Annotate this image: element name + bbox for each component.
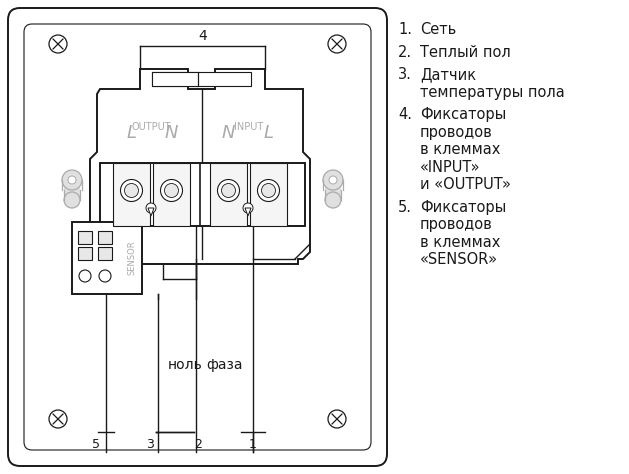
Text: INPUT: INPUT [234, 122, 263, 132]
Bar [64, 180, 80, 200]
Circle shape [49, 410, 67, 428]
Text: и «OUTPUT»: и «OUTPUT» [420, 177, 511, 192]
Bar [152, 72, 251, 86]
Text: Фиксаторы: Фиксаторы [420, 107, 506, 122]
Circle shape [49, 35, 67, 53]
Circle shape [68, 176, 76, 184]
Text: N: N [165, 124, 178, 142]
Bar [100, 163, 305, 226]
Text: температуры пола: температуры пола [420, 84, 565, 100]
Bar [78, 247, 92, 260]
Text: ноль: ноль [168, 358, 203, 372]
Circle shape [329, 176, 337, 184]
Text: Фиксаторы: Фиксаторы [420, 200, 506, 215]
Bar [153, 163, 190, 226]
Polygon shape [245, 208, 251, 216]
Text: «SENSOR»: «SENSOR» [420, 252, 498, 267]
Text: Сеть: Сеть [420, 22, 456, 37]
Text: проводов: проводов [420, 125, 493, 139]
Text: N: N [222, 124, 235, 142]
Bar [72, 222, 142, 294]
Text: «INPUT»: «INPUT» [420, 159, 481, 174]
Circle shape [218, 180, 240, 201]
Bar [250, 163, 287, 226]
Text: 1.: 1. [398, 22, 412, 37]
Text: 4.: 4. [398, 107, 412, 122]
Circle shape [165, 183, 179, 198]
Circle shape [146, 203, 156, 213]
Text: Датчик: Датчик [420, 67, 476, 82]
Text: в клеммах: в клеммах [420, 235, 501, 249]
FancyBboxPatch shape [8, 8, 387, 466]
Circle shape [328, 35, 346, 53]
Circle shape [221, 183, 235, 198]
Text: L: L [264, 124, 274, 142]
Circle shape [262, 183, 276, 198]
Text: 1: 1 [249, 438, 257, 451]
Text: в клеммах: в клеммах [420, 142, 501, 157]
Text: проводов: проводов [420, 217, 493, 232]
Circle shape [62, 170, 82, 190]
Text: L: L [126, 124, 136, 142]
Polygon shape [148, 208, 154, 216]
Bar [210, 163, 247, 226]
Circle shape [121, 180, 143, 201]
Text: 3: 3 [146, 438, 154, 451]
Circle shape [325, 192, 341, 208]
Circle shape [64, 192, 80, 208]
Bar [152, 72, 198, 86]
Polygon shape [90, 69, 310, 264]
Bar [113, 163, 150, 226]
Circle shape [328, 410, 346, 428]
FancyBboxPatch shape [24, 24, 371, 450]
Circle shape [160, 180, 182, 201]
Bar [78, 231, 92, 244]
Text: 5: 5 [92, 438, 100, 451]
Circle shape [99, 270, 111, 282]
Bar [98, 247, 112, 260]
Text: OUTPUT: OUTPUT [131, 122, 171, 132]
Text: SENSOR: SENSOR [128, 241, 136, 275]
Text: фаза: фаза [206, 358, 243, 372]
Text: 4: 4 [198, 29, 207, 43]
Text: 5.: 5. [398, 200, 412, 215]
Circle shape [323, 170, 343, 190]
Circle shape [257, 180, 279, 201]
Bar [325, 180, 341, 200]
Text: 2: 2 [194, 438, 202, 451]
Circle shape [79, 270, 91, 282]
Circle shape [125, 183, 138, 198]
Text: Теплый пол: Теплый пол [420, 45, 511, 60]
Text: 2.: 2. [398, 45, 412, 60]
Circle shape [243, 203, 253, 213]
Bar [98, 231, 112, 244]
Text: 3.: 3. [398, 67, 412, 82]
